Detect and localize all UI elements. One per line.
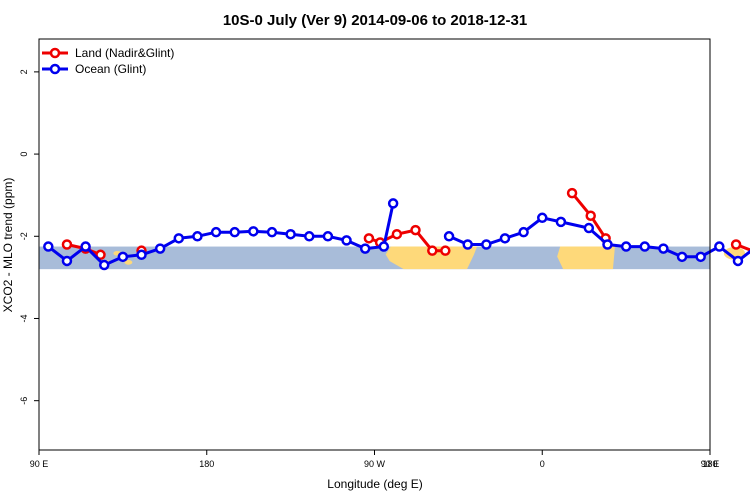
y-tick-label: -4 (19, 314, 29, 322)
x-axis-label: Longitude (deg E) (327, 477, 422, 491)
data-point (304, 231, 315, 242)
y-tick-label: -2 (19, 232, 29, 240)
data-point (410, 224, 421, 236)
data-point (676, 251, 688, 263)
ocean-band (39, 246, 710, 270)
y-axis-ticks: 2 0 -2 -4 -6 (19, 69, 39, 405)
data-point (80, 241, 91, 252)
data-point (359, 243, 371, 254)
data-point (440, 245, 451, 256)
data-point (714, 241, 725, 252)
series-layer (43, 187, 750, 271)
data-point (583, 222, 595, 234)
plot-frame (38, 38, 711, 451)
data-point (555, 216, 567, 228)
legend-label: Ocean (Glint) (75, 62, 146, 76)
chart-title: 10S-0 July (Ver 9) 2014-09-06 to 2018-12… (223, 12, 527, 29)
legend-swatch-marker (49, 47, 61, 59)
land-south-america (385, 246, 478, 270)
data-point (363, 233, 375, 244)
legend-label: Land (Nadir&Glint) (75, 46, 174, 60)
data-point (566, 187, 578, 199)
data-point (192, 231, 203, 242)
data-point (427, 245, 438, 256)
data-point (322, 231, 334, 242)
y-tick-label: -6 (19, 397, 29, 405)
x-tick-label: 180 (702, 459, 717, 469)
data-point (387, 198, 399, 209)
legend-swatch-marker (49, 63, 61, 75)
data-point (481, 239, 492, 250)
data-point (391, 228, 403, 240)
x-tick-label: 0 (540, 459, 545, 469)
data-point (95, 249, 106, 261)
data-point (499, 233, 511, 244)
land-indonesia (91, 250, 133, 265)
data-point (229, 226, 240, 238)
data-point (341, 235, 352, 246)
data-point (585, 210, 596, 221)
data-point (518, 226, 529, 238)
data-point (639, 241, 651, 252)
land-africa (557, 246, 615, 270)
data-point (61, 255, 73, 267)
data-point (266, 226, 278, 238)
data-point (443, 231, 455, 242)
data-point (61, 239, 73, 250)
y-tick-label: 2 (19, 69, 29, 74)
data-point (173, 233, 185, 244)
series-ocean (43, 198, 750, 271)
legend: Land (Nadir&Glint) Ocean (Glint) (42, 46, 174, 76)
data-point (378, 241, 390, 252)
data-point (537, 212, 548, 224)
data-point (730, 239, 742, 250)
data-point (602, 239, 613, 250)
data-point (462, 239, 473, 250)
data-point (285, 228, 296, 240)
y-tick-label: 0 (19, 152, 29, 157)
data-point (620, 241, 632, 252)
data-point (695, 251, 706, 263)
x-tick-label: 90 E (30, 459, 49, 469)
x-tick-label: 90 W (364, 459, 386, 469)
data-point (117, 251, 129, 263)
data-point (732, 255, 744, 267)
data-point (43, 241, 54, 252)
data-point (98, 259, 110, 271)
data-point (154, 243, 166, 254)
data-point (210, 226, 222, 238)
y-axis-label: XCO2 - MLO trend (ppm) (1, 178, 15, 313)
data-point (658, 243, 669, 254)
data-point (248, 226, 259, 237)
x-tick-label: 180 (199, 459, 214, 469)
x-tick-label: 90 E (701, 459, 720, 469)
map-band (39, 246, 746, 270)
data-point (136, 249, 147, 261)
